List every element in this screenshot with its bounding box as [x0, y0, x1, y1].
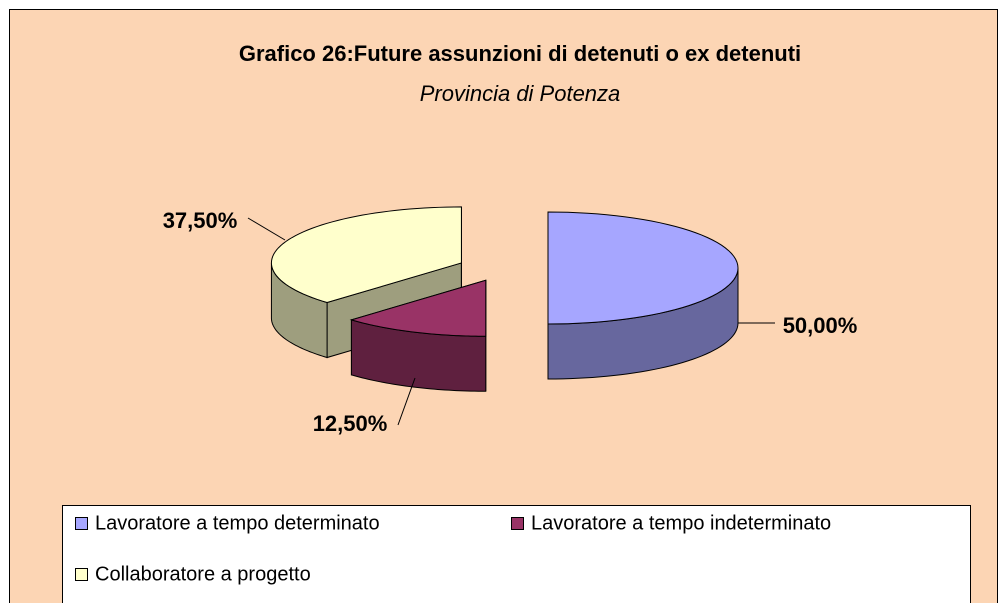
chart-area [9, 9, 998, 603]
leader-line [397, 377, 416, 426]
legend-swatch [75, 568, 88, 581]
slice [547, 211, 739, 325]
chart-subtitle: Provincia di Potenza [420, 81, 621, 106]
legend-swatch [511, 517, 524, 530]
slice [270, 206, 462, 304]
chart-title: Grafico 26:Future assunzioni di detenuti… [239, 41, 801, 66]
leader-line [247, 217, 286, 241]
legend-label: Lavoratore a tempo indeterminato [531, 512, 831, 534]
data-label: 12,50% [313, 411, 388, 436]
pie [270, 206, 739, 392]
data-label: 50,00% [783, 313, 858, 338]
legend-swatch [75, 517, 88, 530]
legend-label: Collaboratore a progetto [95, 563, 311, 585]
slice [349, 279, 487, 337]
data-label: 37,50% [163, 208, 238, 233]
legend-label: Lavoratore a tempo determinato [95, 512, 380, 534]
